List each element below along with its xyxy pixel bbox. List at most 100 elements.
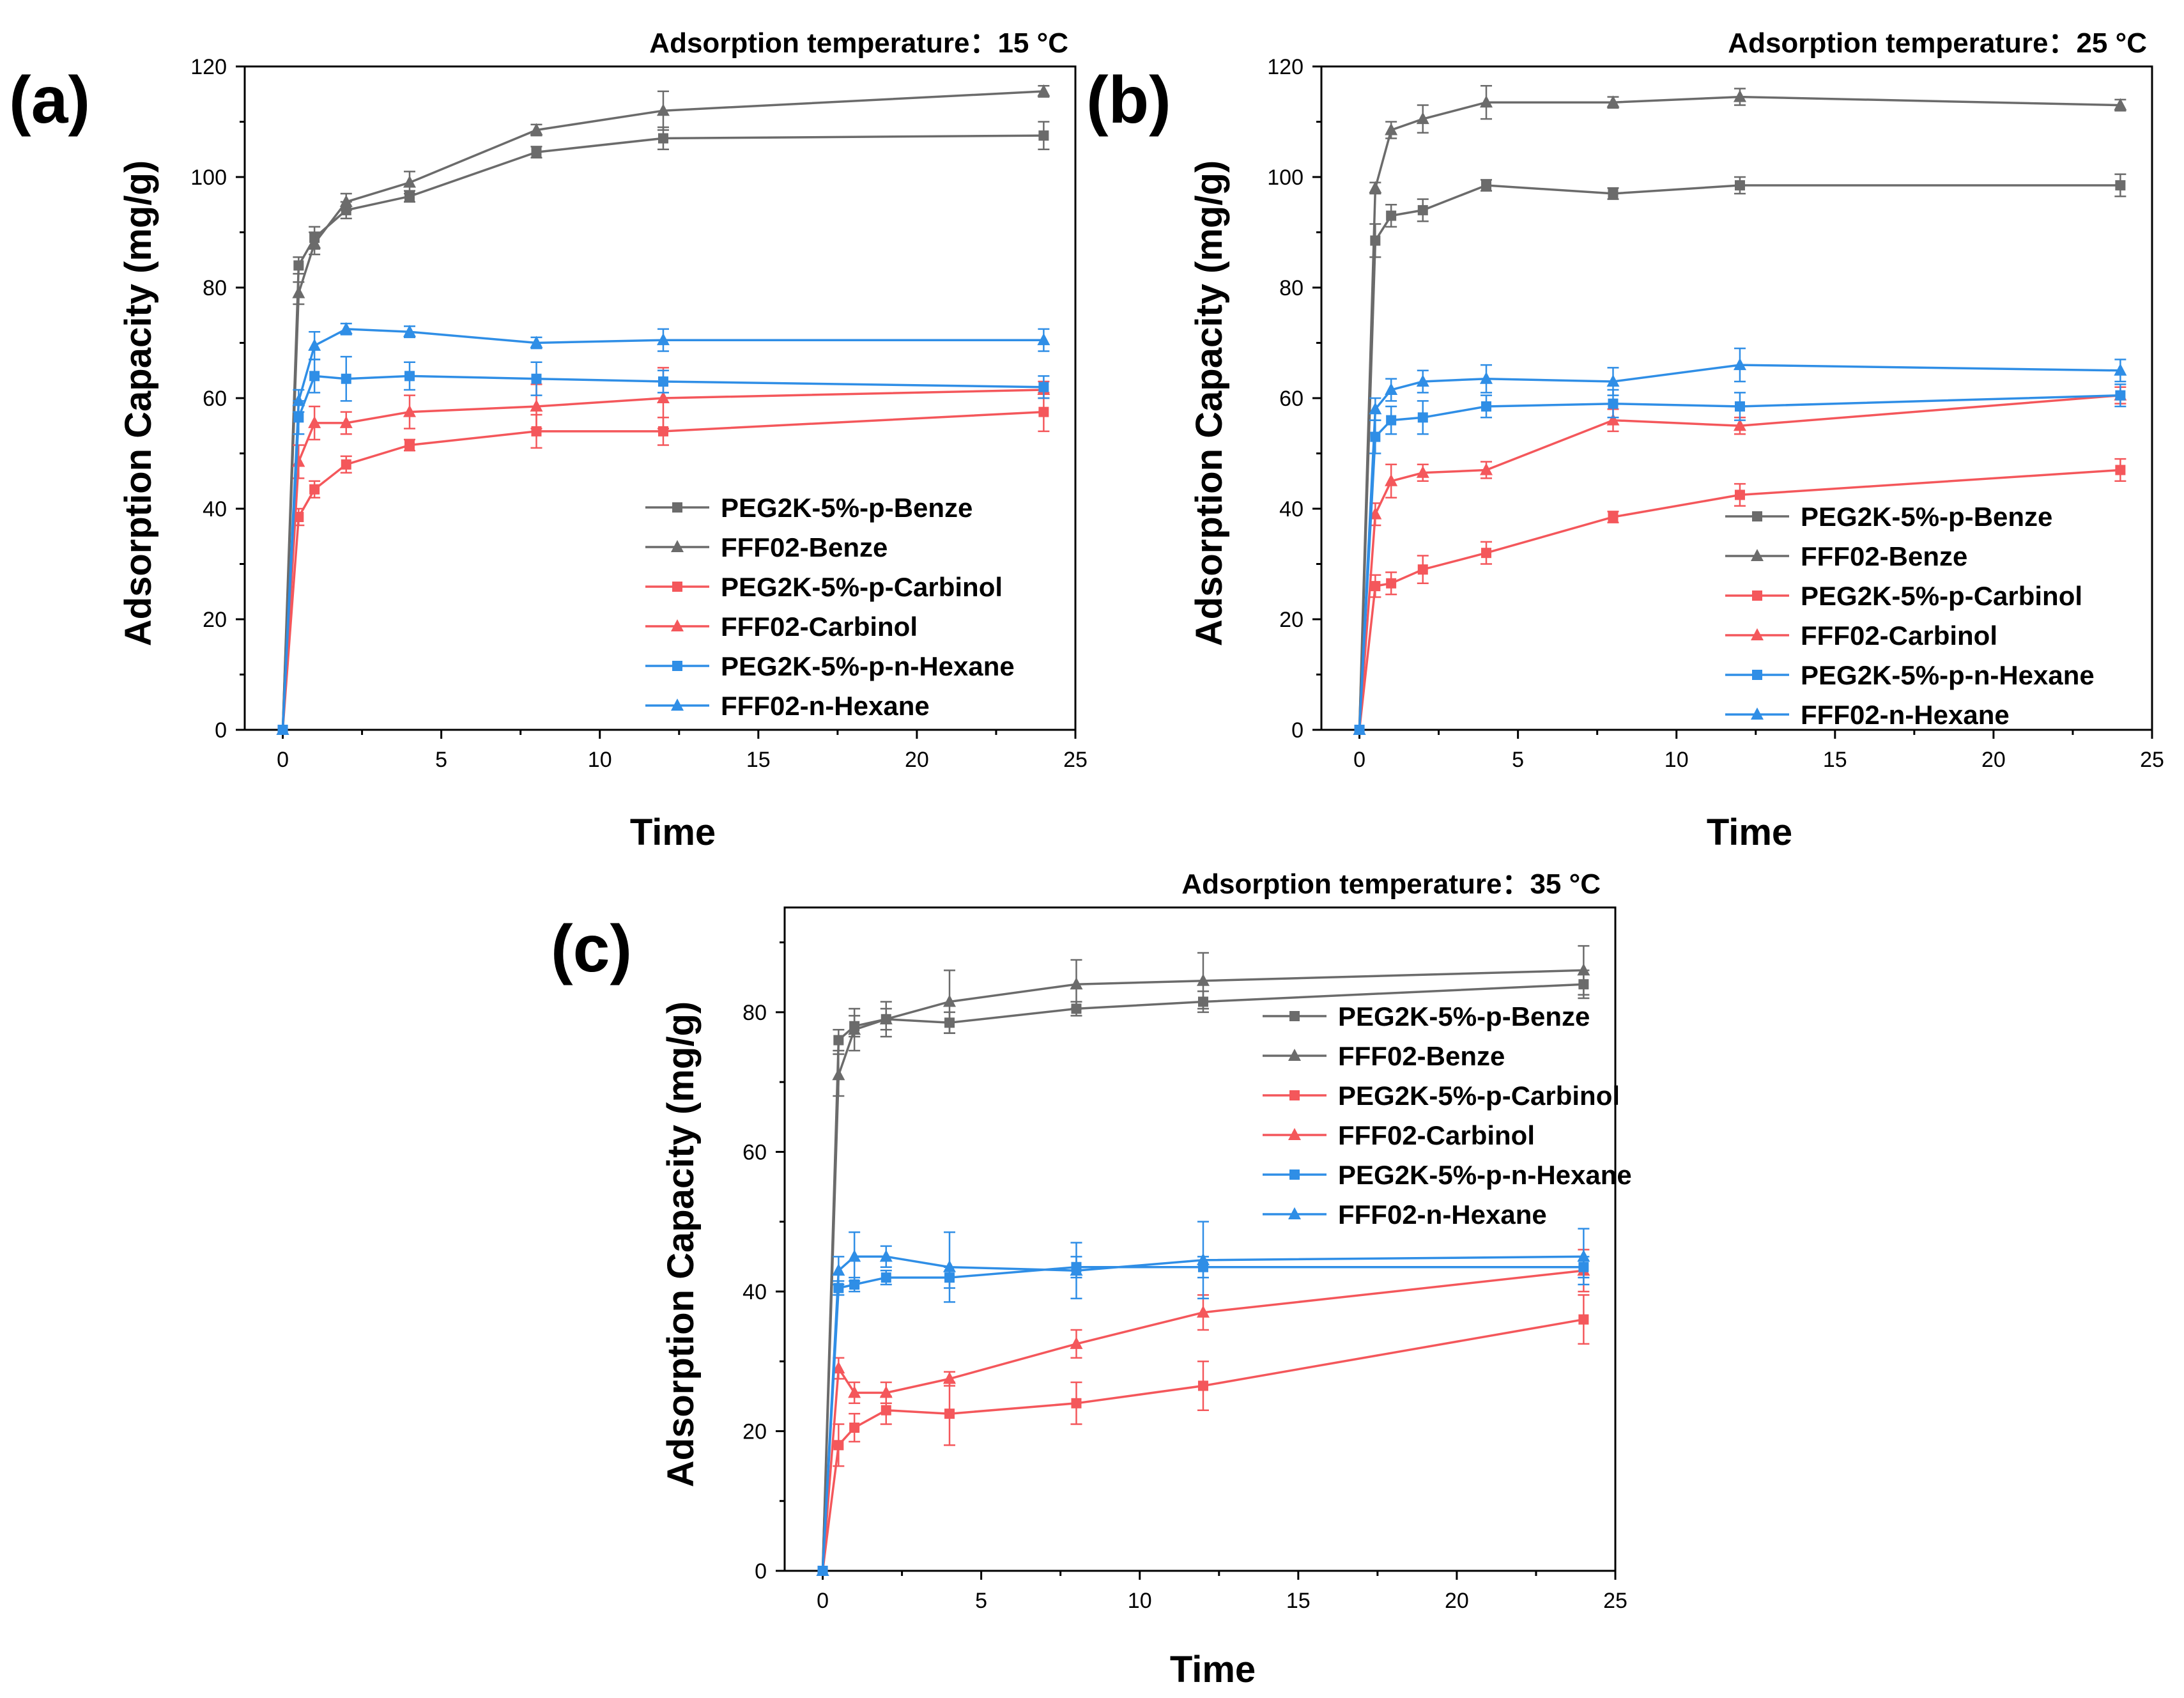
x-tick-label: 5	[435, 748, 447, 772]
data-point	[1196, 1253, 1210, 1265]
x-tick-label: 15	[1286, 1589, 1311, 1613]
legend-entry: FFF02-Benze	[645, 532, 888, 562]
data-point	[881, 1272, 891, 1283]
data-point	[881, 1405, 891, 1416]
x-axis-label: Time	[1170, 1649, 1256, 1690]
data-point	[658, 133, 668, 144]
x-tick-label: 10	[588, 748, 612, 772]
data-point	[833, 1440, 844, 1451]
data-point	[2114, 98, 2127, 111]
series-peg2k-5-p-carbinol	[277, 392, 1050, 735]
chart-title: Adsorption temperature：15 °C	[649, 27, 1068, 59]
series-line	[821, 1318, 1584, 1571]
legend-entry: FFF02-Benze	[1725, 541, 1967, 571]
y-tick-label: 80	[1279, 276, 1303, 300]
x-tick-label: 25	[2140, 748, 2164, 772]
x-tick-label: 5	[975, 1589, 987, 1613]
legend-entry: PEG2K-5%-p-n-Hexane	[645, 651, 1015, 681]
x-tick-label: 0	[817, 1589, 829, 1613]
y-tick-label: 20	[742, 1419, 767, 1444]
data-point	[276, 723, 289, 735]
legend-marker	[671, 698, 684, 711]
y-tick-label: 120	[190, 55, 227, 79]
data-point	[292, 286, 305, 298]
data-point	[832, 1263, 845, 1276]
data-point	[658, 376, 668, 387]
legend-marker	[672, 502, 682, 513]
data-point	[309, 371, 320, 382]
x-tick-label: 15	[1823, 748, 1847, 772]
data-point	[1070, 1336, 1083, 1349]
y-axis-label: Adsorption Capacity (mg/g)	[1188, 160, 1230, 646]
y-tick-label: 120	[1267, 55, 1303, 79]
legend-marker	[671, 619, 684, 631]
data-point	[403, 405, 417, 417]
data-point	[1733, 358, 1746, 371]
data-point	[1370, 581, 1381, 592]
x-tick-label: 10	[1128, 1589, 1152, 1613]
data-point	[1606, 374, 1620, 387]
legend-entry: PEG2K-5%-p-Benze	[1263, 1001, 1590, 1031]
data-point	[341, 373, 351, 384]
data-point	[849, 1423, 860, 1433]
y-tick-label: 0	[755, 1559, 767, 1584]
data-point	[1481, 180, 1492, 190]
legend-entry: PEG2K-5%-p-Carbinol	[1263, 1081, 1620, 1111]
chart-title: Adsorption temperature：25 °C	[1728, 27, 2147, 59]
data-point	[1196, 973, 1210, 986]
x-tick-label: 15	[746, 748, 771, 772]
legend-label: PEG2K-5%-p-Carbinol	[1801, 581, 2082, 611]
data-point	[292, 454, 305, 467]
data-point	[1480, 95, 1493, 108]
x-tick-label: 0	[1353, 748, 1365, 772]
data-point	[292, 394, 305, 406]
series-fff02-n-hexane	[816, 1221, 1590, 1576]
data-point	[1353, 723, 1366, 735]
data-point	[1608, 188, 1619, 199]
data-point	[1606, 413, 1620, 426]
legend-entry: FFF02-Carbinol	[645, 612, 918, 642]
legend-label: FFF02-Benze	[721, 532, 888, 562]
data-point	[1196, 1305, 1210, 1318]
data-point	[943, 1260, 957, 1272]
x-tick-label: 20	[905, 748, 929, 772]
x-axis-label: Time	[1707, 812, 1792, 853]
panel-label: (b)	[1086, 63, 1171, 137]
data-point	[404, 371, 415, 382]
x-tick-label: 10	[1665, 748, 1689, 772]
legend-marker	[1288, 1128, 1301, 1140]
x-tick-label: 20	[1445, 1589, 1469, 1613]
data-point	[832, 1068, 845, 1081]
legend-marker	[672, 582, 682, 592]
data-point	[1481, 548, 1492, 559]
x-tick-label: 5	[1512, 748, 1524, 772]
data-point	[1385, 123, 1398, 135]
data-point	[1416, 465, 1429, 478]
data-point	[1037, 333, 1050, 346]
data-point	[1416, 112, 1429, 125]
data-point	[943, 994, 957, 1007]
legend-marker	[1751, 707, 1764, 720]
data-point	[1038, 130, 1049, 141]
series-line	[281, 374, 1044, 730]
data-point	[1038, 382, 1049, 392]
data-point	[339, 415, 353, 428]
series-peg2k-5-p-benze	[1354, 173, 2126, 735]
y-tick-label: 40	[742, 1280, 767, 1304]
panel-label: (c)	[551, 912, 632, 986]
data-point	[1734, 401, 1745, 412]
legend-label: FFF02-Benze	[1338, 1041, 1505, 1071]
y-tick-label: 60	[203, 387, 227, 411]
legend-label: FFF02-Carbinol	[1338, 1120, 1535, 1150]
legend-entry: PEG2K-5%-p-Carbinol	[1725, 581, 2082, 611]
plot-frame	[783, 906, 1617, 1572]
legend-marker	[1289, 1090, 1300, 1100]
y-tick-label: 40	[1279, 497, 1303, 521]
data-point	[656, 333, 670, 346]
data-point	[943, 1371, 957, 1384]
x-tick-label: 25	[1603, 1589, 1627, 1613]
legend-entry: FFF02-Carbinol	[1263, 1120, 1535, 1150]
chart-panel-3: 0 5 10 15 20 25 0 20 40 60 80 Time Adsorption Capaci…	[551, 868, 1632, 1690]
legend-entry: FFF02-n-Hexane	[1263, 1200, 1547, 1230]
legend-marker	[1751, 628, 1764, 640]
